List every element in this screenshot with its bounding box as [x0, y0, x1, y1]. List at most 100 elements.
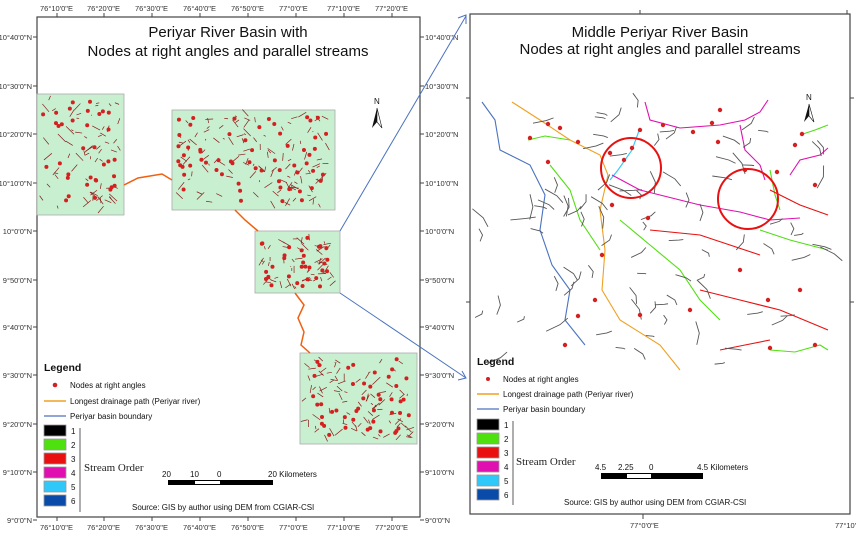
- node-marker: [299, 264, 304, 269]
- stream-line: [722, 135, 741, 145]
- node-marker: [717, 107, 723, 113]
- stream-line: [608, 184, 632, 196]
- lon-tick-label: 77°0'0"E: [279, 4, 308, 13]
- stream-line: [567, 206, 582, 216]
- stream-line: [530, 228, 544, 234]
- node-marker: [313, 135, 318, 140]
- node-marker: [368, 426, 373, 431]
- stream-line: [637, 272, 647, 275]
- right-map-frame: [469, 13, 851, 515]
- svg-text:0: 0: [217, 470, 222, 479]
- stream-order-value: 6: [71, 497, 76, 506]
- lat-tick-label: 9°50'0"N: [425, 276, 454, 285]
- stream-line: [696, 273, 706, 281]
- node-marker: [317, 284, 322, 289]
- node-marker: [295, 281, 300, 286]
- north-arrow-icon: [804, 104, 809, 122]
- stream-line: [701, 249, 710, 257]
- node-marker: [66, 194, 71, 199]
- node-marker: [599, 252, 605, 258]
- node-marker: [607, 150, 613, 156]
- stream-line: [666, 294, 678, 306]
- stream-order-swatch: [43, 466, 67, 479]
- stream-line: [587, 265, 594, 278]
- node-marker: [354, 408, 359, 413]
- node-marker: [214, 167, 219, 172]
- node-marker: [394, 357, 399, 362]
- node-marker: [270, 264, 275, 269]
- node-marker: [645, 215, 651, 221]
- stream-line: [665, 126, 678, 140]
- svg-text:2.25: 2.25: [618, 463, 634, 472]
- stream-line: [594, 116, 606, 120]
- stream-order-value: 5: [71, 483, 76, 492]
- node-marker: [767, 345, 773, 351]
- lat-tick-label: 9°40'0"N: [425, 323, 454, 332]
- node-marker: [305, 235, 310, 240]
- node-marker: [238, 198, 243, 203]
- stream-line: [759, 229, 829, 251]
- stream-line: [695, 321, 700, 345]
- node-marker: [330, 409, 335, 414]
- node-marker: [56, 123, 61, 128]
- node-marker: [85, 182, 90, 187]
- node-marker: [315, 115, 320, 120]
- node-marker: [398, 411, 403, 416]
- lon-tick-label: 77°0'0"E: [279, 523, 308, 532]
- stream-order-swatch: [476, 446, 500, 459]
- periyar-river-path: [294, 292, 311, 354]
- stream-line: [758, 129, 769, 133]
- node-marker: [324, 131, 329, 136]
- lon-tick-label: 76°50'0"E: [231, 4, 264, 13]
- node-marker: [191, 116, 196, 121]
- periyar-river-path: [123, 173, 173, 186]
- stream-order-swatch: [476, 418, 500, 431]
- node-marker: [250, 148, 255, 153]
- stream-line: [820, 246, 843, 262]
- svg-text:Periyar basin boundary: Periyar basin boundary: [503, 405, 585, 414]
- stream-line: [601, 234, 612, 247]
- stream-line: [582, 142, 604, 150]
- lat-tick-label: 10°0'0"N: [3, 227, 32, 236]
- highlight-circle: [717, 168, 779, 230]
- stream-line: [545, 317, 569, 332]
- node-marker: [236, 181, 241, 186]
- legend-heading: Legend: [477, 356, 514, 368]
- stream-line: [596, 330, 612, 336]
- source-note: Source: GIS by author using DEM from CGI…: [132, 503, 314, 512]
- node-marker: [660, 122, 666, 128]
- stream-line: [663, 314, 668, 325]
- stream-order-swatch: [43, 438, 67, 451]
- node-marker: [112, 183, 117, 188]
- node-marker: [342, 415, 347, 420]
- svg-text:0: 0: [649, 463, 654, 472]
- stream-line: [769, 189, 829, 216]
- right-map-title-line2: Nodes at right angles and parallel strea…: [520, 41, 801, 58]
- stream-line: [534, 205, 547, 210]
- stream-line: [769, 218, 783, 225]
- node-marker: [278, 131, 283, 136]
- node-marker: [311, 394, 316, 399]
- svg-text:Longest drainage path (Periyar: Longest drainage path (Periyar river): [503, 390, 634, 399]
- node-marker: [280, 199, 285, 204]
- north-arrow: N: [804, 93, 815, 123]
- lat-tick-label: 9°30'0"N: [3, 371, 32, 380]
- node-marker: [557, 125, 563, 131]
- node-marker: [312, 373, 317, 378]
- lat-tick-label: 10°40'0"N: [0, 33, 32, 42]
- node-marker: [53, 121, 58, 126]
- stream-line: [553, 275, 559, 291]
- node-marker: [65, 175, 70, 180]
- node-marker: [318, 178, 323, 183]
- node-marker: [101, 162, 106, 167]
- node-marker: [401, 397, 406, 402]
- node-marker: [295, 170, 300, 175]
- lon-tick-label: 76°40'0"E: [183, 4, 216, 13]
- node-marker: [92, 195, 97, 200]
- node-marker: [285, 143, 290, 148]
- stream-order-swatch: [43, 480, 67, 493]
- stream-order-label: Stream Order: [84, 462, 144, 474]
- node-marker: [70, 118, 75, 123]
- node-marker: [87, 99, 92, 104]
- stream-line: [590, 196, 608, 211]
